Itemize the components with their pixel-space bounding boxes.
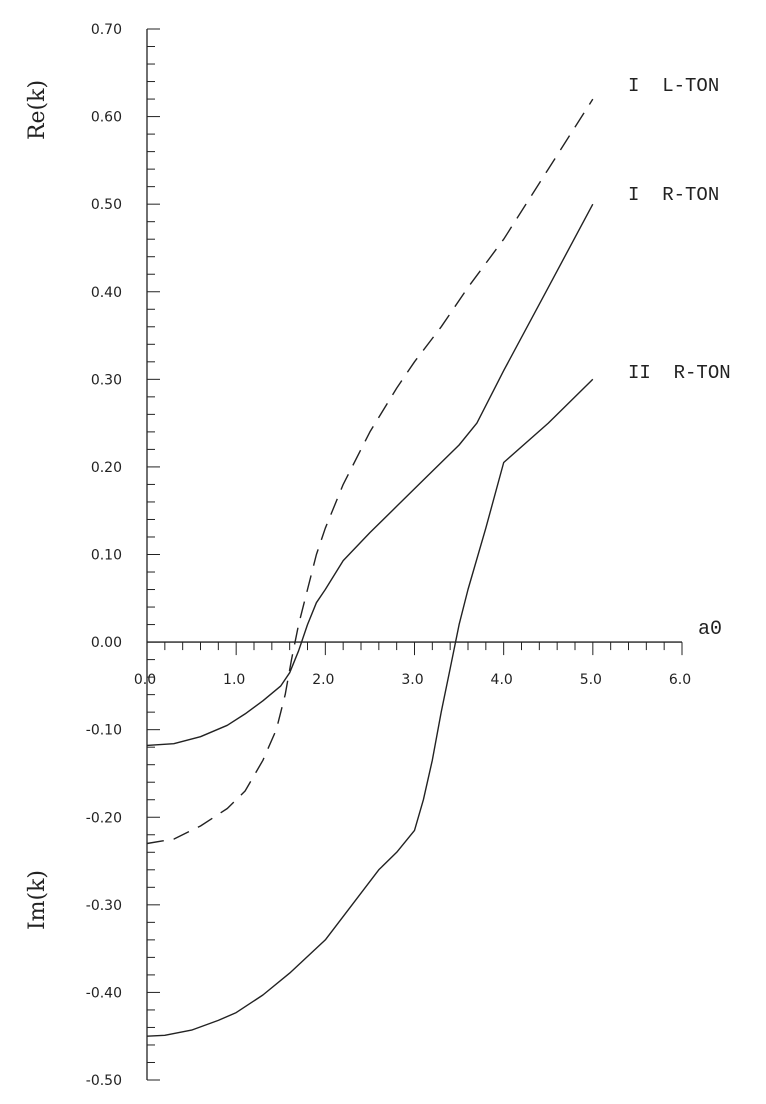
y-tick-label: -0.10 (86, 723, 122, 739)
y-axis-title-re: Re(k) (25, 80, 50, 140)
x-tick-label: 4.0 (491, 672, 513, 688)
series-line-i-l-ton (146, 98, 594, 845)
y-axis-title-im: Im(k) (25, 870, 50, 930)
y-tick-label: 0.00 (91, 635, 122, 651)
x-axis-title: a0 (698, 618, 722, 641)
labels: Re(k) Im(k) a0 I L-TON I R-TON II R-TON (25, 75, 731, 930)
y-tick-label: -0.30 (86, 898, 122, 914)
x-tick-label: 2.0 (312, 672, 334, 688)
x-tick-label: 5.0 (580, 672, 602, 688)
y-tick-label: 0.60 (91, 110, 122, 126)
x-tick-label: 6.0 (669, 672, 691, 688)
x-tick-label: 3.0 (401, 672, 423, 688)
y-tick-label: -0.40 (86, 985, 122, 1001)
series-layer (146, 98, 594, 1037)
y-tick-label: -0.50 (86, 1073, 122, 1089)
y-tick-label: 0.10 (91, 548, 122, 564)
x-tick-label: 0.0 (134, 672, 156, 688)
series-line-i-r-ton (146, 203, 594, 747)
legend-label-r-ton-2: II R-TON (628, 362, 731, 384)
y-tick-label: 0.50 (91, 197, 122, 213)
y-tick-label: 0.70 (91, 22, 122, 38)
x-tick-label: 1.0 (223, 672, 245, 688)
y-tick-label: -0.20 (86, 810, 122, 826)
legend-label-l-ton-1: I L-TON (628, 75, 719, 97)
y-tick-label: 0.20 (91, 460, 122, 476)
y-tick-label: 0.40 (91, 285, 122, 301)
series-line-ii-r-ton (146, 378, 594, 1037)
y-tick-label: 0.30 (91, 372, 122, 388)
legend-label-r-ton-1: I R-TON (628, 184, 719, 206)
axes: 0.70 0.60 0.50 0.40 0.30 0.20 0.10 0.00 -0.10 -0.… (86, 22, 691, 1089)
